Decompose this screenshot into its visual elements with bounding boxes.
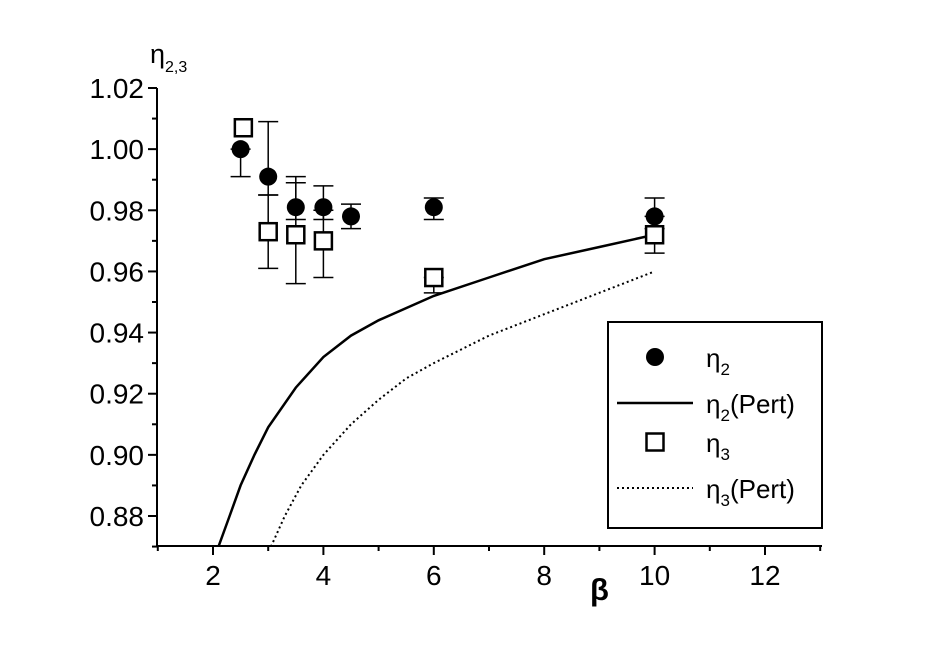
y-tick-label: 1.02 [90,73,145,104]
y-tick-label: 0.92 [90,379,145,410]
y-tick-label: 0.96 [90,256,145,287]
legend-label-symbol: η [706,428,720,458]
legend-label-subscript: 2 [720,360,729,379]
legend-label: η3(Pert) [706,474,795,510]
data-point-circle [424,198,443,217]
y-tick-label: 0.88 [90,501,145,532]
y-tick-label: 1.00 [90,134,145,165]
legend-label-symbol: η [706,343,720,373]
data-point-circle [342,207,360,226]
y-tick-label: 0.94 [90,318,145,349]
legend-label-subscript: 3 [720,491,729,510]
data-point-square [233,117,254,138]
series-line [217,233,655,548]
data-point-square [258,221,278,242]
axes: 0.88 0.90 0.92 0.94 0.96 0.98 1.00 1.02 2 4 6 8 10 12… [90,39,822,607]
x-axis-title: β [590,572,609,607]
legend-label-symbol: η [706,389,720,419]
legend-label-subscript: 3 [720,445,729,464]
x-tick-label: 10 [639,560,670,591]
data-point-square [644,224,665,245]
legend-label: η3 [706,428,730,464]
data-point-circle [314,198,333,217]
y-axis-title-symbol: η [150,39,165,69]
legend-label-suffix: (Pert) [730,474,795,504]
y-tick-label: 0.98 [90,195,145,226]
legend-label-subscript: 2 [720,406,729,425]
data-point-square [286,224,306,245]
series-line [270,270,655,548]
legend-label-symbol: η [706,474,720,504]
x-tick-label: 8 [536,560,552,591]
legend-label: η2 [706,343,730,379]
data-point-circle [259,167,278,186]
legend-box [607,321,823,529]
legend-label: η2(Pert) [706,389,795,425]
y-axis-title-subscript: 2,3 [165,59,187,76]
plot-area [217,117,665,548]
x-tick-label: 4 [316,560,332,591]
x-tick-label: 6 [426,560,442,591]
legend-swatch-square [645,432,665,452]
x-tick-label: 12 [749,560,780,591]
y-tick-label: 0.90 [90,440,145,471]
data-point-circle [231,140,250,159]
x-tick-label: 2 [205,560,221,591]
legend-label-suffix: (Pert) [730,389,795,419]
data-point-square [424,267,444,288]
legend-swatch-circle [646,348,664,366]
data-point-square [313,231,334,251]
y-axis-title: η2,3 [150,39,187,76]
